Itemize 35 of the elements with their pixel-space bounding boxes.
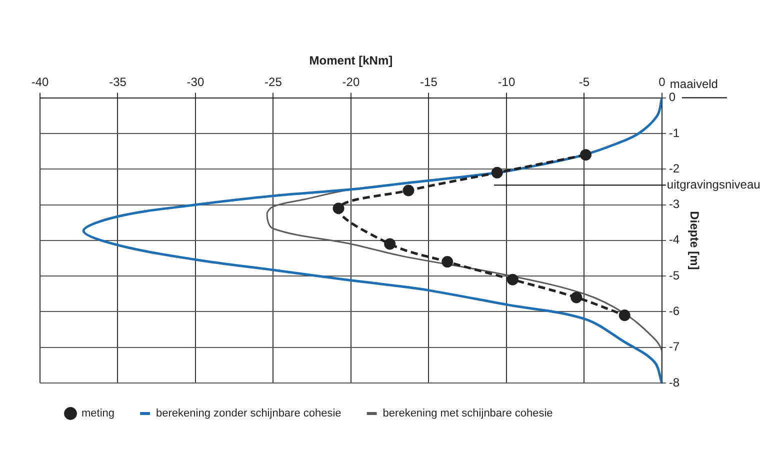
y-tick-label: -3 (668, 197, 680, 212)
y-tick-label: -2 (668, 161, 680, 176)
y-tick-label: -1 (668, 126, 680, 140)
x-tick-label: -20 (342, 74, 360, 89)
y-tick-label: -5 (668, 268, 680, 282)
line-series (82, 98, 662, 383)
y-axis-title: Diepte [m] (687, 211, 702, 270)
y-tick-label: -8 (668, 375, 680, 390)
y-tick-label: -7 (668, 340, 680, 354)
legend-label: berekening zonder schijnbare cohesie (156, 408, 342, 420)
x-axis-title: Moment [kNm] (309, 54, 393, 68)
x-tick-label: -25 (264, 74, 282, 89)
x-tick-label: 0 (658, 74, 666, 89)
x-tick-label: -35 (109, 74, 127, 89)
ref-line-label: uitgravingsniveau (666, 177, 760, 192)
point (442, 256, 454, 268)
x-tick-label: -10 (498, 74, 516, 89)
point (506, 274, 518, 286)
x-tick-label: -5 (578, 74, 590, 89)
y-tick-label: -4 (668, 232, 680, 247)
y-tick-label: 0 (668, 90, 676, 104)
x-tick-label: -30 (186, 74, 204, 89)
x-tick-label: -15 (420, 74, 438, 89)
point (618, 310, 630, 322)
ref-line-label: maaiveld (670, 77, 718, 92)
point (402, 184, 414, 196)
x-tick-label: -40 (31, 74, 49, 89)
y-tick-label: -6 (668, 304, 680, 318)
point (491, 166, 503, 178)
point (332, 202, 344, 214)
legend-label: meting (82, 408, 115, 420)
legend-label: berekening met schijnbare cohesie (382, 408, 553, 420)
point (384, 238, 396, 250)
point (580, 149, 592, 161)
point (570, 292, 582, 304)
